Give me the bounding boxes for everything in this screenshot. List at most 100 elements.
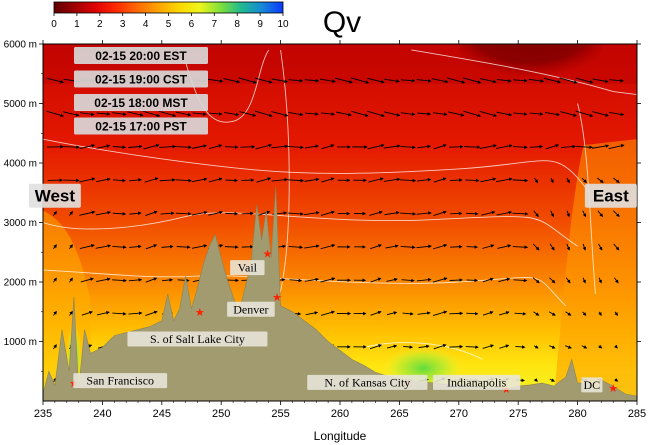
colorbar-tick-label: 9 bbox=[257, 19, 263, 30]
wind-arrow bbox=[532, 277, 540, 284]
wind-arrow bbox=[463, 77, 482, 84]
wind-arrow bbox=[191, 244, 208, 249]
y-axis-tick-label: 4000 m bbox=[4, 159, 37, 170]
wind-arrow bbox=[613, 177, 620, 184]
wind-arrow bbox=[497, 244, 512, 249]
wind-arrow bbox=[129, 178, 142, 182]
city-label-box bbox=[581, 377, 603, 393]
wind-arrow bbox=[335, 77, 353, 84]
wind-arrow bbox=[53, 344, 57, 350]
wind-arrow bbox=[433, 144, 447, 150]
wind-arrow bbox=[529, 112, 544, 116]
wind-arrow bbox=[514, 311, 527, 316]
wind-arrow bbox=[609, 112, 625, 117]
wind-arrow bbox=[465, 345, 479, 349]
wind-arrow bbox=[417, 144, 432, 149]
wind-arrow bbox=[496, 111, 513, 117]
y-axis-tick-label: 5000 m bbox=[4, 99, 37, 110]
wind-arrow bbox=[416, 244, 432, 249]
wind-arrow bbox=[449, 178, 463, 182]
wind-arrow bbox=[482, 244, 495, 249]
wind-arrow bbox=[367, 143, 385, 150]
time-label: 02-15 17:00 PST bbox=[95, 120, 187, 134]
wind-arrow bbox=[177, 278, 190, 283]
wind-arrow bbox=[96, 144, 111, 149]
wind-arrow bbox=[566, 177, 570, 184]
wind-arrow bbox=[496, 144, 513, 149]
wind-arrow bbox=[224, 112, 240, 117]
wind-arrow bbox=[582, 210, 586, 218]
x-axis-tick-label: 265 bbox=[390, 408, 408, 420]
wind-arrow bbox=[614, 311, 618, 317]
colorbar-tick-label: 0 bbox=[51, 19, 57, 30]
city-marker-star: ★ bbox=[263, 248, 273, 260]
wind-arrow bbox=[254, 77, 273, 84]
wind-arrow bbox=[53, 310, 57, 316]
city-label: Denver bbox=[233, 302, 268, 316]
wind-arrow bbox=[598, 243, 603, 251]
wind-arrow bbox=[447, 77, 466, 84]
x-axis-tick-label: 235 bbox=[34, 408, 52, 420]
wind-arrow bbox=[112, 145, 127, 149]
wind-arrow bbox=[208, 78, 224, 83]
wind-arrow bbox=[528, 78, 545, 83]
wind-arrow bbox=[96, 177, 111, 183]
wind-arrow bbox=[320, 112, 336, 116]
wind-arrow bbox=[128, 278, 143, 282]
wind-arrow bbox=[385, 244, 399, 249]
wind-arrow bbox=[80, 277, 94, 283]
wind-arrow bbox=[368, 177, 384, 183]
wind-arrow bbox=[383, 111, 401, 117]
wind-arrow bbox=[129, 244, 142, 249]
wind-arrow bbox=[581, 177, 587, 184]
wind-arrow bbox=[496, 177, 513, 183]
colorbar-tick-label: 10 bbox=[277, 19, 289, 30]
wind-arrow bbox=[449, 344, 464, 349]
wind-arrow bbox=[112, 112, 127, 116]
wind-arrow bbox=[224, 245, 239, 249]
wind-arrow bbox=[208, 112, 223, 116]
wind-arrow bbox=[416, 78, 432, 83]
qv-contour-line bbox=[411, 49, 637, 96]
wind-arrow bbox=[614, 378, 619, 382]
wind-arrow bbox=[256, 177, 272, 183]
wind-arrow bbox=[225, 211, 239, 216]
wind-arrow bbox=[479, 144, 497, 149]
wind-arrow bbox=[192, 112, 207, 116]
wind-arrow bbox=[513, 112, 528, 116]
city-label: DC bbox=[584, 378, 601, 392]
wind-arrow bbox=[288, 111, 304, 117]
wind-arrow bbox=[288, 78, 304, 83]
wind-arrow bbox=[370, 310, 382, 316]
y-axis-tick-label: 1000 m bbox=[4, 337, 37, 348]
wind-arrow bbox=[95, 210, 112, 216]
region-label: West bbox=[35, 187, 76, 206]
wind-arrow bbox=[614, 344, 618, 349]
wind-arrow bbox=[127, 111, 144, 117]
wind-arrow bbox=[482, 344, 494, 349]
wind-arrow bbox=[69, 210, 73, 216]
wind-arrow bbox=[400, 145, 416, 150]
wind-arrow bbox=[96, 112, 111, 116]
wind-arrow bbox=[402, 311, 414, 316]
colorbar-tick-label: 5 bbox=[166, 19, 172, 30]
wind-arrow bbox=[95, 244, 112, 249]
wind-arrow bbox=[367, 77, 385, 84]
y-axis-tick-label: 6000 m bbox=[4, 40, 37, 51]
wind-arrow bbox=[597, 210, 604, 218]
x-axis-tick-label: 240 bbox=[93, 408, 111, 420]
x-axis-tick-label: 250 bbox=[212, 408, 230, 420]
wind-arrow bbox=[80, 112, 95, 116]
wind-arrow bbox=[191, 210, 208, 216]
colorbar-tick-label: 7 bbox=[212, 19, 218, 30]
wind-arrow bbox=[598, 277, 602, 284]
time-label-box bbox=[74, 70, 208, 88]
wind-arrow bbox=[400, 212, 417, 216]
wind-arrow bbox=[145, 277, 158, 283]
city-label-box bbox=[307, 374, 428, 390]
colorbar-strip bbox=[53, 1, 284, 14]
colorbar-ticks: 0 1 2 3 4 5 6 7 8 9 10 bbox=[51, 13, 289, 30]
wind-arrow bbox=[549, 277, 556, 284]
wind-arrow bbox=[533, 311, 540, 316]
wind-arrow bbox=[386, 311, 398, 316]
